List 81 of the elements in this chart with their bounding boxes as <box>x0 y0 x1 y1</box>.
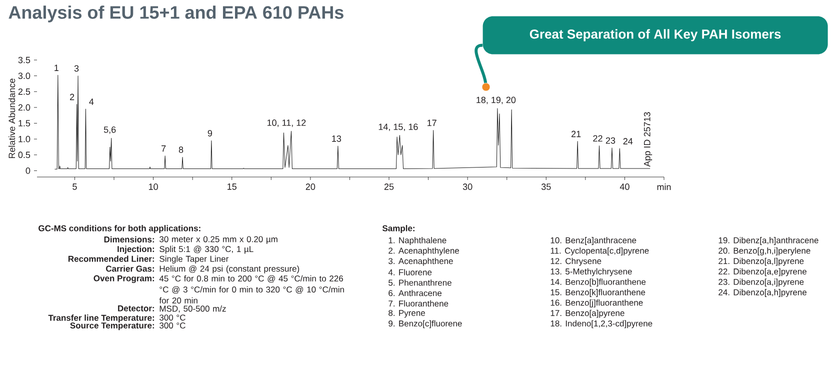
y-tick-label: 3.0 <box>18 72 30 80</box>
text: 11. Cyclopenta[c,d]pyrene <box>550 247 649 256</box>
annotation: 3 <box>74 65 79 72</box>
text: 45 °C for 0.8 min to 200 °C @ 45 °C/min to 226 °C @ 3 °C/min for 0 min to 320 °C @ 10 °C/min for 20 min <box>159 275 344 304</box>
annotation: 5,6 <box>104 126 116 134</box>
text: Split 5:1 @ 330 °C, 1 µL <box>160 246 254 254</box>
text: 300 °C <box>160 322 186 328</box>
text: 7. Fluoranthene <box>388 300 448 307</box>
x-tick-label: 25 <box>384 184 394 190</box>
annotation: 23 <box>606 137 616 144</box>
annotation: 18, 19, 20 <box>476 96 516 104</box>
y-tick-label: 2.5 <box>18 88 30 95</box>
text: 24. Dibenzo[a,h]pyrene <box>718 289 806 297</box>
y-tick-label: 0.5 <box>18 152 30 158</box>
x-tick-label: 40 <box>620 184 630 190</box>
text: 9. Benzo[c]fluorene <box>388 320 462 328</box>
text: 21. Dibenzo[a,l]pyrene <box>718 258 804 266</box>
text: 2. Acenaphthylene <box>388 247 460 256</box>
text: 17. Benzo[a]pyrene <box>550 310 624 318</box>
x-tick-label: 15 <box>228 184 236 190</box>
line-series <box>54 74 650 170</box>
text: 3. Acenaphthene <box>388 258 453 266</box>
text: 5. Phenanthrene <box>388 279 452 286</box>
text: Oven Program: <box>94 275 154 284</box>
text: Carrier Gas: <box>106 265 154 272</box>
annotation: 4 <box>89 98 94 105</box>
y-tick-label: 3.5 <box>18 56 30 64</box>
text: MSD, 50-500 m/z <box>160 305 226 313</box>
text: 23. Dibenzo[a,i]pyrene <box>718 278 804 287</box>
text: 12. Chrysene <box>550 258 602 266</box>
text: 13. 5-Methylchrysene <box>550 268 632 276</box>
annotation: 10, 11, 12 <box>267 120 306 127</box>
source-note: Source Temperature: <box>70 322 154 330</box>
annotation: 2 <box>70 94 74 100</box>
text: 10. Benz[a]anthracene <box>550 237 636 245</box>
text: 18. Indeno[1,2,3-cd]pyrene <box>550 320 652 328</box>
annotation: 14, 15, 16 <box>378 124 418 132</box>
y-axis-title: Relative Abundance <box>8 78 16 158</box>
x-tick-label: 10 <box>148 184 158 190</box>
text: Injection: <box>118 246 154 254</box>
text: Sample: <box>382 225 414 233</box>
text: Great Separation of All Key PAH Isomers <box>530 29 781 42</box>
text: GC-MS conditions for both applications: <box>38 225 200 233</box>
y-tick-label: 2.0 <box>18 104 30 111</box>
y-tick-label: 1.0 <box>18 136 30 142</box>
text: 1. Naphthalene <box>388 237 446 245</box>
text: 30 meter x 0.25 mm x 0.20 µm <box>160 236 278 244</box>
text: Dimensions: <box>104 236 154 242</box>
annotation: 21 <box>572 130 581 138</box>
annotation: 8 <box>178 146 184 153</box>
x-tick-label: 30 <box>462 184 472 190</box>
annotation: 1 <box>54 64 58 71</box>
annotation: 22 <box>593 135 602 142</box>
text: 6. Anthracene <box>388 290 442 296</box>
text: 16. Benzo[j]fluoranthene <box>550 299 643 308</box>
y-tick-label: 1.5 <box>18 120 30 126</box>
annotation: App ID 25713 <box>644 112 652 167</box>
text: Detector: <box>118 305 154 312</box>
text: Transfer line Temperature: <box>48 314 154 322</box>
text: 20. Benzo[g,h,i]perylene <box>718 247 810 256</box>
text: Single Taper Liner <box>160 256 228 264</box>
text: 22. Dibenzo[a,e]pyrene <box>718 268 806 276</box>
text: 4. Fluorene <box>388 269 432 276</box>
annotation: 7 <box>162 145 166 152</box>
x-tick-label: 20 <box>306 184 316 190</box>
text: 15. Benzo[k]fluoranthene <box>550 289 646 297</box>
text: 8. Pyrene <box>388 310 425 318</box>
y-tick-label: 0 <box>26 167 30 174</box>
x-tick-label: 5 <box>72 184 77 190</box>
x-tick-label: 35 <box>541 184 551 190</box>
text: 19. Dibenz[a,h]anthracene <box>718 237 818 245</box>
text: Helium @ 24 psi (constant pressure) <box>160 265 300 274</box>
text: Recommended Liner: <box>68 256 154 262</box>
annotation: 9 <box>208 130 212 136</box>
annotation: 24 <box>623 138 633 144</box>
x-tick-label: min <box>657 184 671 190</box>
text: 300 °C <box>160 314 186 321</box>
annotation: 13 <box>332 135 342 142</box>
annotation: 17 <box>428 120 436 126</box>
text: 14. Benzo[b]fluoranthene <box>550 278 646 287</box>
chart-title: Analysis of EU 15+1 and EPA 610 PAHs <box>8 6 344 22</box>
